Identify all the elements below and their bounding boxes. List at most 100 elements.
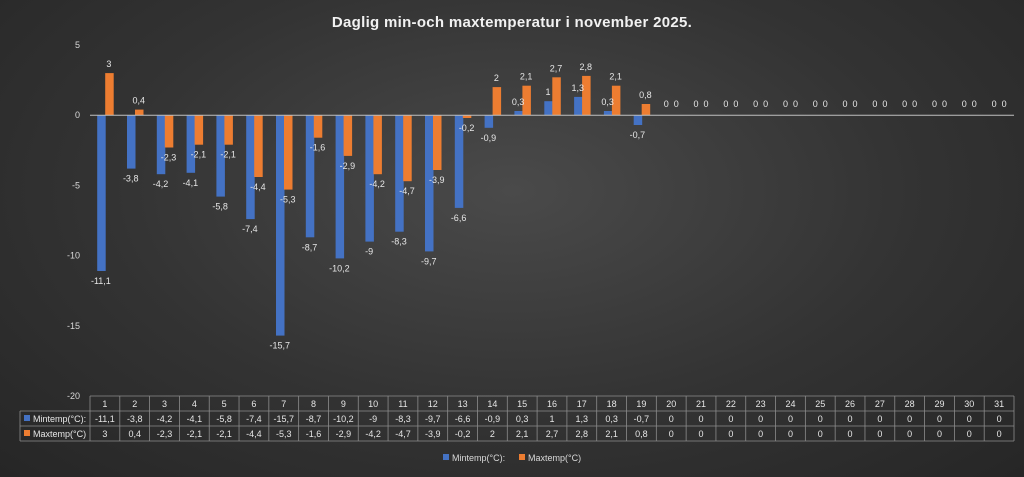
max-legend-key	[24, 430, 30, 436]
max-data-label: 0	[704, 99, 709, 109]
min-row-label: Mintemp(°C):	[33, 414, 86, 424]
min-data-label: -10,2	[329, 263, 350, 273]
min-data-label: 1	[545, 87, 550, 97]
min-table-cell: -9,7	[425, 414, 441, 424]
min-table-cell: 0	[699, 414, 704, 424]
x-category-label: 14	[487, 399, 497, 409]
max-bar	[284, 115, 293, 190]
min-table-cell: 1	[549, 414, 554, 424]
max-data-label: 0	[733, 99, 738, 109]
min-data-label: 0	[962, 99, 967, 109]
min-data-label: -0,9	[481, 133, 497, 143]
min-data-label: 0	[843, 99, 848, 109]
min-table-cell: 0	[788, 414, 793, 424]
max-table-cell: 0	[818, 429, 823, 439]
x-category-label: 8	[311, 399, 316, 409]
max-table-cell: -2,1	[216, 429, 232, 439]
max-table-cell: 0	[728, 429, 733, 439]
max-bar	[611, 85, 621, 116]
min-table-cell: -8,7	[306, 414, 322, 424]
y-tick-label: -5	[72, 180, 80, 190]
y-axis: 5 0 -5 -10 -15 -20	[67, 40, 80, 401]
min-table-cell: -6,6	[455, 414, 471, 424]
x-category-label: 12	[428, 399, 438, 409]
min-table-cell: 0	[967, 414, 972, 424]
min-data-label: 1,3	[572, 83, 585, 93]
x-category-label: 20	[666, 399, 676, 409]
x-category-label: 27	[875, 399, 885, 409]
min-table-cell: 0	[818, 414, 823, 424]
min-table-cell: -7,4	[246, 414, 262, 424]
x-category-label: 24	[785, 399, 795, 409]
min-table-cell: 0	[758, 414, 763, 424]
min-bar	[425, 115, 434, 252]
max-data-label: 0	[882, 99, 887, 109]
max-data-label: 0	[1002, 99, 1007, 109]
max-data-label: -2,3	[161, 152, 177, 162]
min-bar	[603, 111, 613, 116]
max-data-label: 2,8	[580, 62, 593, 72]
max-table-cell: -4,7	[395, 429, 411, 439]
x-category-label: 6	[251, 399, 256, 409]
min-bar	[127, 115, 136, 169]
x-category-label: 13	[458, 399, 468, 409]
max-table-cell: -4,2	[365, 429, 381, 439]
min-table-cell: -5,8	[216, 414, 232, 424]
min-data-label: -9,7	[421, 256, 437, 266]
min-data-label: -4,1	[183, 178, 199, 188]
x-category-label: 22	[726, 399, 736, 409]
min-data-label: -0,7	[630, 130, 646, 140]
x-category-label: 18	[607, 399, 617, 409]
max-data-label: 2	[494, 73, 499, 83]
x-category-label: 4	[192, 399, 197, 409]
max-data-label: 0	[912, 99, 917, 109]
x-category-label: 17	[577, 399, 587, 409]
min-bar	[186, 115, 196, 173]
y-tick-label: -15	[67, 321, 80, 331]
max-table-cell: 0,4	[128, 429, 141, 439]
min-table-cell: 0	[728, 414, 733, 424]
min-table-cell: 0,3	[605, 414, 618, 424]
max-bar	[462, 115, 472, 118]
bars	[97, 73, 651, 336]
x-category-label: 25	[815, 399, 825, 409]
max-table-cell: -2,1	[187, 429, 203, 439]
max-data-label: -4,7	[399, 186, 415, 196]
max-data-label: -4,4	[250, 182, 266, 192]
x-category-label: 30	[964, 399, 974, 409]
min-table-cell: -10,2	[333, 414, 354, 424]
legend-min-swatch	[443, 454, 449, 460]
max-table-cell: 0	[758, 429, 763, 439]
data-table: 1 2 3 4 5 6 7 8 9 10 11 12 13 14 15 16 17 18 19 20 21 22 23 24 2…	[19, 395, 1015, 442]
max-bar	[254, 115, 263, 177]
min-legend-key	[24, 415, 30, 421]
max-bar	[343, 115, 353, 156]
max-bar	[224, 115, 233, 145]
max-table-cell: 2,8	[576, 429, 589, 439]
min-data-label: -9	[365, 247, 373, 257]
min-data-label: 0	[872, 99, 877, 109]
max-table-cell: 0	[997, 429, 1002, 439]
min-data-label: -4,2	[153, 179, 169, 189]
max-bar	[105, 73, 114, 116]
min-table-cell: -9	[369, 414, 377, 424]
min-bar	[395, 115, 404, 232]
max-data-label: 3	[106, 59, 111, 69]
legend: Mintemp(°C): Maxtemp(°C)	[443, 453, 581, 463]
x-category-label: 11	[398, 399, 407, 409]
max-table-cell: 2,1	[516, 429, 529, 439]
min-bar	[216, 115, 225, 197]
max-table-cell: 2	[490, 429, 495, 439]
min-table-cell: 0	[848, 414, 853, 424]
max-data-label: 0	[793, 99, 798, 109]
max-bar	[641, 104, 651, 116]
min-table-cell: -3,8	[127, 414, 143, 424]
max-data-label: -2,1	[220, 150, 236, 160]
x-category-label: 23	[756, 399, 766, 409]
min-table-cell: 0	[937, 414, 942, 424]
max-data-label: 0	[674, 99, 679, 109]
min-bar	[454, 115, 464, 208]
min-bar	[97, 115, 106, 271]
max-bar	[164, 115, 174, 148]
